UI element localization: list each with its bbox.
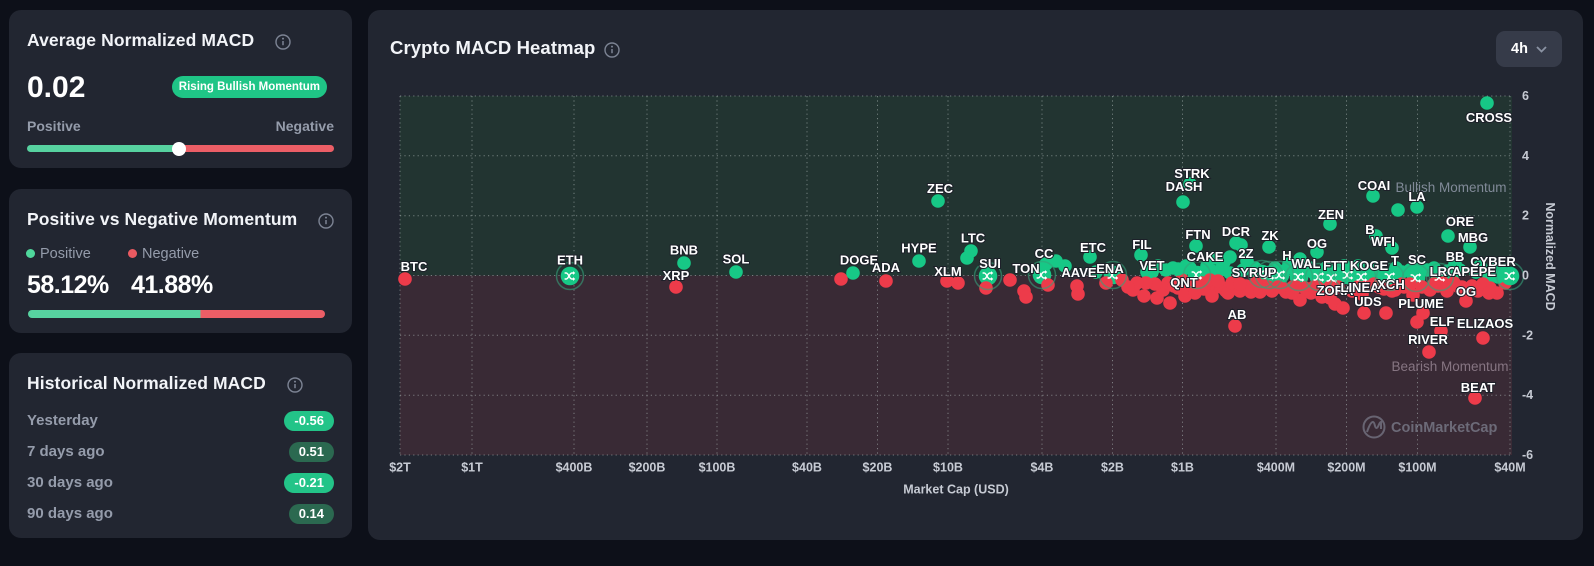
svg-text:-2: -2	[1522, 328, 1533, 342]
svg-text:ETH: ETH	[557, 253, 583, 268]
svg-text:B: B	[1365, 222, 1374, 237]
svg-text:STRK: STRK	[1174, 166, 1210, 181]
svg-text:ENA: ENA	[1096, 261, 1124, 276]
svg-text:CoinMarketCap: CoinMarketCap	[1391, 420, 1497, 436]
svg-text:MBG: MBG	[1458, 230, 1488, 245]
svg-text:CYBER: CYBER	[1470, 254, 1516, 269]
svg-text:ZEN: ZEN	[1318, 207, 1344, 222]
svg-text:ZORA: ZORA	[1317, 283, 1354, 298]
svg-text:Market Cap (USD): Market Cap (USD)	[903, 483, 1009, 497]
svg-text:ZEC: ZEC	[927, 181, 954, 196]
svg-text:-4: -4	[1522, 388, 1533, 402]
svg-text:LA: LA	[1408, 189, 1426, 204]
svg-text:FIL: FIL	[1132, 237, 1152, 252]
svg-text:XCH: XCH	[1377, 277, 1404, 292]
svg-text:$100B: $100B	[699, 461, 736, 475]
svg-text:TON: TON	[1012, 261, 1039, 276]
svg-text:ELF: ELF	[1430, 314, 1455, 329]
svg-text:BTC: BTC	[401, 259, 428, 274]
svg-text:$4B: $4B	[1031, 461, 1054, 475]
svg-text:$40B: $40B	[792, 461, 822, 475]
svg-text:ORE: ORE	[1446, 214, 1475, 229]
svg-text:-6: -6	[1522, 448, 1533, 462]
svg-text:$2B: $2B	[1101, 461, 1124, 475]
svg-text:AAVE: AAVE	[1061, 265, 1096, 280]
svg-text:T: T	[1391, 253, 1399, 268]
svg-text:ETC: ETC	[1080, 240, 1107, 255]
svg-text:SUI: SUI	[979, 256, 1001, 271]
svg-text:WFI: WFI	[1371, 234, 1395, 249]
svg-text:H: H	[1282, 248, 1291, 263]
svg-text:$40M: $40M	[1494, 461, 1525, 475]
svg-text:CROSS: CROSS	[1466, 110, 1513, 125]
svg-text:HYPE: HYPE	[901, 241, 937, 256]
svg-text:$2T: $2T	[389, 461, 411, 475]
svg-text:4: 4	[1522, 149, 1529, 163]
svg-text:2: 2	[1522, 209, 1529, 223]
svg-text:0: 0	[1522, 269, 1529, 283]
svg-text:APEPE: APEPE	[1452, 264, 1496, 279]
svg-text:$10B: $10B	[933, 461, 963, 475]
svg-text:$200B: $200B	[629, 461, 666, 475]
svg-text:6: 6	[1522, 89, 1529, 103]
svg-text:WAL: WAL	[1292, 256, 1321, 271]
svg-text:Bullish Momentum: Bullish Momentum	[1395, 180, 1506, 195]
svg-text:$100M: $100M	[1398, 461, 1436, 475]
svg-text:$200M: $200M	[1327, 461, 1365, 475]
svg-text:KOGE: KOGE	[1350, 258, 1389, 273]
svg-text:DASH: DASH	[1166, 179, 1203, 194]
svg-text:BNB: BNB	[670, 243, 698, 258]
svg-text:FTT: FTT	[1323, 258, 1347, 273]
svg-text:2Z: 2Z	[1238, 246, 1253, 261]
svg-text:DCR: DCR	[1222, 224, 1251, 239]
svg-text:$1T: $1T	[461, 461, 483, 475]
svg-text:CAKE: CAKE	[1187, 249, 1224, 264]
svg-text:COAI: COAI	[1358, 178, 1391, 193]
svg-text:ELIZAOS: ELIZAOS	[1457, 316, 1514, 331]
svg-text:LINEA: LINEA	[1341, 280, 1381, 295]
svg-text:XLM: XLM	[934, 264, 961, 279]
svg-text:Bearish Momentum: Bearish Momentum	[1391, 359, 1508, 374]
svg-text:AB: AB	[1228, 307, 1247, 322]
svg-text:SYRUP: SYRUP	[1232, 265, 1277, 280]
svg-text:SOL: SOL	[723, 252, 750, 267]
svg-text:OG: OG	[1307, 236, 1327, 251]
svg-text:$1B: $1B	[1171, 461, 1194, 475]
svg-text:QNT: QNT	[1170, 275, 1198, 290]
svg-text:SC: SC	[1408, 252, 1427, 267]
svg-text:RIVER: RIVER	[1408, 332, 1448, 347]
svg-text:ZK: ZK	[1261, 228, 1279, 243]
svg-text:Normalized MACD: Normalized MACD	[1543, 202, 1557, 310]
svg-text:OG: OG	[1456, 284, 1476, 299]
svg-text:VET: VET	[1139, 258, 1164, 273]
svg-text:BB: BB	[1446, 249, 1465, 264]
svg-text:FTN: FTN	[1185, 227, 1210, 242]
svg-text:PLUME: PLUME	[1398, 296, 1444, 311]
svg-text:CC: CC	[1035, 246, 1054, 261]
svg-text:LTC: LTC	[961, 231, 986, 246]
svg-text:LRC: LRC	[1430, 264, 1457, 279]
svg-text:BEAT: BEAT	[1461, 380, 1495, 395]
svg-text:$20B: $20B	[863, 461, 893, 475]
svg-text:$400M: $400M	[1257, 461, 1295, 475]
svg-text:XRP: XRP	[663, 268, 690, 283]
svg-text:UDS: UDS	[1354, 294, 1382, 309]
svg-text:ADA: ADA	[872, 260, 901, 275]
svg-text:DOGE: DOGE	[840, 253, 879, 268]
svg-text:$400B: $400B	[556, 461, 593, 475]
